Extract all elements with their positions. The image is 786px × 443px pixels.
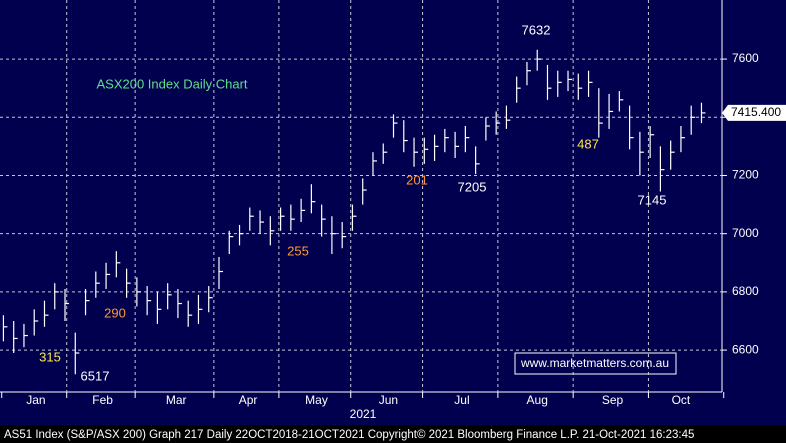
y-tick-label: 6600 xyxy=(732,342,759,356)
annotation: 7145 xyxy=(638,192,667,207)
annotation: 7632 xyxy=(522,22,551,37)
x-tick-label: May xyxy=(305,393,328,407)
annotation: 6517 xyxy=(81,368,110,383)
x-tick-label: Aug xyxy=(527,393,548,407)
y-tick-label: 6800 xyxy=(732,284,759,298)
annotation: 7205 xyxy=(458,179,487,194)
x-tick-label: Apr xyxy=(239,393,258,407)
annotation: 255 xyxy=(287,243,309,258)
watermark-box xyxy=(514,352,677,375)
x-tick-label: Jul xyxy=(454,393,469,407)
watermark: www.marketmatters.com.au xyxy=(520,356,669,370)
x-tick-label: Sep xyxy=(602,393,624,407)
annotation: 315 xyxy=(39,349,61,364)
footer-band xyxy=(0,425,786,443)
y-tick-label: 7000 xyxy=(732,226,759,240)
x-tick-label: Feb xyxy=(92,393,113,407)
last-price-label: 7415.400 xyxy=(731,105,781,119)
annotation: 290 xyxy=(104,305,126,320)
y-tick-label: 7200 xyxy=(732,168,759,182)
annotation: 487 xyxy=(577,136,599,151)
x-tick-label: Mar xyxy=(166,393,187,407)
y-tick-label: 7600 xyxy=(732,51,759,65)
year-label: 2021 xyxy=(350,407,377,421)
x-tick-label: Oct xyxy=(672,393,691,407)
x-tick-label: Jun xyxy=(379,393,398,407)
x-tick-label: Jan xyxy=(26,393,45,407)
chart-title: ASX200 Index Daily Chart xyxy=(96,76,247,91)
footer: AS51 Index (S&P/ASX 200) Graph 217 Daily… xyxy=(4,429,694,441)
last-price-tag xyxy=(722,104,786,121)
annotation: 201 xyxy=(406,172,428,187)
